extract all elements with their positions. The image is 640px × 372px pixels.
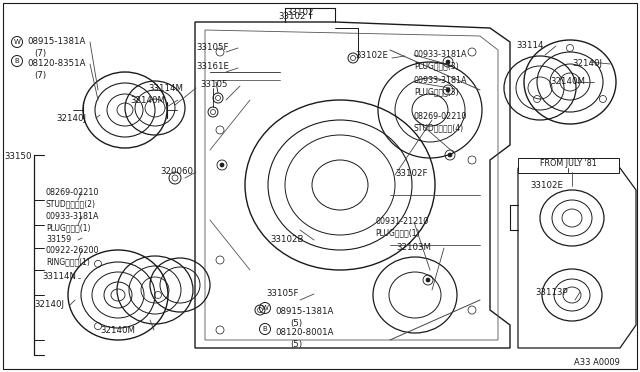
Text: 00931-21210: 00931-21210 xyxy=(375,217,428,226)
Text: 33105F: 33105F xyxy=(266,289,298,298)
Text: 33114N: 33114N xyxy=(42,272,76,281)
Text: 33102: 33102 xyxy=(278,12,306,21)
Text: 08269-02210: 08269-02210 xyxy=(414,112,467,121)
Text: 32103M: 32103M xyxy=(396,243,431,252)
Text: RINGリング(1): RINGリング(1) xyxy=(46,257,90,266)
Text: 33114M: 33114M xyxy=(148,84,183,93)
Text: PLUGプラグ(3): PLUGプラグ(3) xyxy=(414,87,459,96)
Text: W: W xyxy=(262,305,268,311)
Text: 32140M: 32140M xyxy=(550,77,585,86)
Text: B: B xyxy=(15,58,19,64)
Text: 33102B: 33102B xyxy=(270,235,303,244)
Text: PLUGプラグ(1): PLUGプラグ(1) xyxy=(375,228,419,237)
Text: (7): (7) xyxy=(34,49,46,58)
Text: PLUGプラグ(3): PLUGプラグ(3) xyxy=(414,61,459,70)
Text: 33150: 33150 xyxy=(4,152,31,161)
Text: 08120-8351A: 08120-8351A xyxy=(27,59,86,68)
Text: 08915-1381A: 08915-1381A xyxy=(275,307,333,316)
Text: 33159: 33159 xyxy=(46,235,71,244)
Circle shape xyxy=(446,88,450,92)
Text: STUDスタッド(2): STUDスタッド(2) xyxy=(46,199,96,208)
Circle shape xyxy=(426,278,430,282)
Text: 33102: 33102 xyxy=(286,8,314,17)
Circle shape xyxy=(448,153,452,157)
Text: 08915-1381A: 08915-1381A xyxy=(27,37,85,46)
Text: 08120-8001A: 08120-8001A xyxy=(275,328,333,337)
Text: 33102E: 33102E xyxy=(355,51,388,60)
Text: 08269-02210: 08269-02210 xyxy=(46,188,99,197)
Text: 32140J: 32140J xyxy=(572,59,602,68)
Text: (5): (5) xyxy=(290,340,302,349)
Text: 33114: 33114 xyxy=(516,41,543,50)
FancyBboxPatch shape xyxy=(518,157,618,173)
Text: 32140M: 32140M xyxy=(130,96,165,105)
Text: A33 A0009: A33 A0009 xyxy=(574,358,620,367)
Text: 00933-3181A: 00933-3181A xyxy=(414,50,467,59)
Text: 00933-3181A: 00933-3181A xyxy=(46,212,99,221)
Text: 33113P: 33113P xyxy=(535,288,568,297)
Text: (7): (7) xyxy=(34,71,46,80)
Text: FROM JULY '81: FROM JULY '81 xyxy=(540,159,596,168)
Text: 00933-3181A: 00933-3181A xyxy=(414,76,467,85)
Text: (5): (5) xyxy=(290,319,302,328)
Text: B: B xyxy=(262,326,268,332)
Circle shape xyxy=(220,163,224,167)
Text: 33105F: 33105F xyxy=(196,43,228,52)
Text: W: W xyxy=(13,39,20,45)
Text: 33161E: 33161E xyxy=(196,62,229,71)
Text: 33105: 33105 xyxy=(200,80,227,89)
Text: 32140J: 32140J xyxy=(34,300,64,309)
Text: 00922-26200: 00922-26200 xyxy=(46,246,99,255)
Text: PLUGプラグ(1): PLUGプラグ(1) xyxy=(46,223,90,232)
Text: 33102F: 33102F xyxy=(395,169,428,178)
Text: 320060: 320060 xyxy=(160,167,193,176)
Text: 32140J: 32140J xyxy=(56,114,86,123)
Circle shape xyxy=(446,60,450,64)
Text: 32140M: 32140M xyxy=(100,326,135,335)
Text: STUDスタッド(4): STUDスタッド(4) xyxy=(414,123,464,132)
Text: 33102E: 33102E xyxy=(530,181,563,190)
